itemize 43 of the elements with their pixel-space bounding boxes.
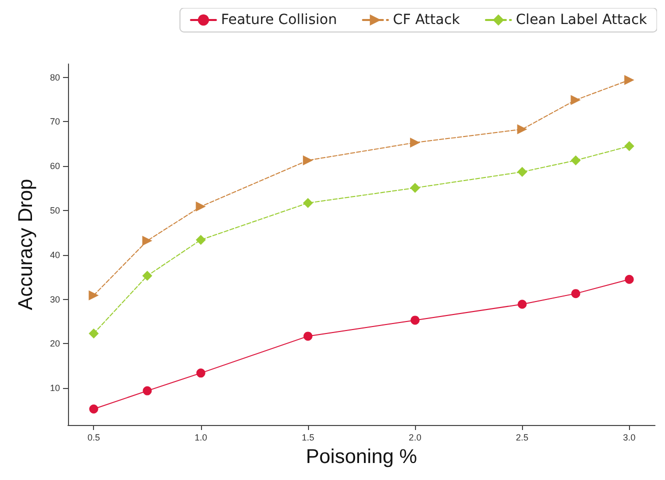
point — [410, 138, 420, 148]
point — [142, 236, 152, 246]
point — [89, 404, 98, 414]
point — [518, 300, 527, 309]
point — [517, 124, 528, 134]
point — [410, 182, 420, 193]
point — [570, 155, 581, 166]
legend-label: Feature Collision — [220, 12, 337, 28]
point — [624, 141, 634, 152]
x-tick-label: 3.0 — [623, 432, 636, 442]
y-tick-label: 10 — [50, 383, 60, 394]
x-axis-title: Poisoning % — [306, 446, 418, 468]
point — [196, 368, 206, 378]
point — [410, 316, 420, 325]
x-tick-label: 2.5 — [516, 432, 528, 442]
point — [88, 328, 99, 339]
x-tick-label: 1.5 — [302, 432, 314, 442]
x-tick-label: 0.5 — [87, 432, 100, 442]
point — [88, 290, 99, 300]
point — [571, 289, 580, 298]
y-tick-label: 60 — [50, 161, 60, 172]
point — [303, 332, 312, 341]
legend-label: Clean Label Attack — [516, 12, 648, 28]
point — [142, 270, 152, 281]
y-tick-label: 50 — [50, 206, 60, 216]
point — [196, 202, 206, 212]
point — [624, 74, 634, 85]
point — [517, 166, 528, 177]
legend-label: CF Attack — [392, 12, 461, 28]
x-tick-label: 1.0 — [194, 432, 208, 442]
point — [302, 155, 313, 166]
x-tick-label: 2.0 — [408, 432, 422, 442]
y-tick-label: 80 — [50, 72, 60, 82]
point — [196, 234, 206, 245]
y-tick-label: 30 — [50, 294, 60, 304]
point — [302, 198, 313, 208]
y-tick-label: 40 — [50, 250, 60, 260]
point — [570, 94, 581, 105]
point — [142, 386, 152, 396]
point — [624, 274, 634, 284]
y-tick-label: 70 — [50, 116, 60, 127]
y-axis-title: Accuracy Drop — [15, 178, 37, 310]
y-tick-label: 20 — [50, 338, 60, 349]
